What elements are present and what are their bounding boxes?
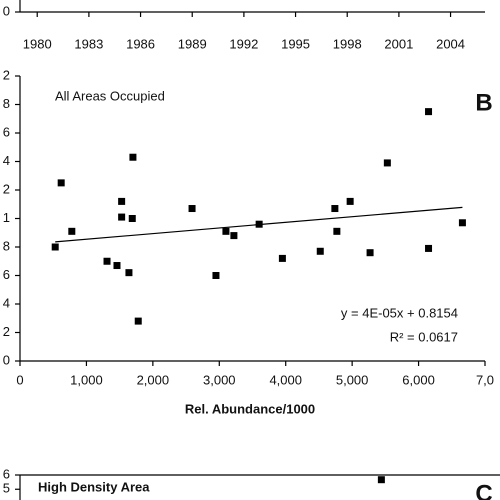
point — [331, 205, 339, 213]
x-tick-label: 2004 — [436, 36, 465, 51]
point — [255, 220, 263, 228]
point — [212, 272, 220, 279]
point — [125, 269, 133, 277]
point — [425, 244, 433, 252]
y-tick-label: 2 — [3, 67, 10, 82]
y-tick-label: 8 — [3, 96, 10, 111]
point — [103, 257, 111, 265]
x-tick-label: 6,000 — [402, 372, 435, 387]
x-tick-label: 1989 — [178, 36, 207, 51]
y-tick-label: 6 — [3, 124, 10, 139]
point — [333, 227, 341, 235]
x-axis-label: Rel. Abundance/1000 — [185, 401, 315, 416]
x-tick-label: 3,000 — [203, 372, 236, 387]
y-tick-label: 5 — [3, 481, 10, 496]
point — [383, 159, 391, 167]
panel-label: C — [475, 480, 492, 500]
y-tick-label: 6 — [3, 267, 10, 282]
x-tick-label: 7,0 — [476, 372, 494, 387]
point — [366, 249, 374, 257]
x-tick-label: 1980 — [23, 36, 52, 51]
x-tick-label: 1,000 — [70, 372, 103, 387]
point — [425, 108, 433, 116]
point — [113, 262, 121, 270]
point — [134, 317, 142, 325]
y-tick-label: 4 — [3, 295, 10, 310]
annotation: y = 4E-05x + 0.8154 — [341, 305, 458, 320]
y-tick-label: 4 — [3, 153, 10, 168]
x-tick-label: 1998 — [333, 36, 362, 51]
point — [51, 243, 59, 251]
y-tick-label: 0 — [3, 352, 10, 367]
x-tick-label: 1995 — [281, 36, 310, 51]
y-tick-label: 1 — [3, 210, 10, 225]
point — [68, 227, 76, 235]
x-tick-label: 5,000 — [336, 372, 369, 387]
y-tick-label: 2 — [3, 181, 10, 196]
point — [377, 476, 385, 484]
point — [278, 254, 286, 262]
point — [57, 179, 65, 187]
panel-label: B — [475, 89, 492, 116]
x-tick-label: 2001 — [384, 36, 413, 51]
point — [458, 219, 466, 227]
point — [222, 227, 230, 235]
x-tick-label: 1992 — [229, 36, 258, 51]
point — [346, 197, 354, 205]
y-tick-label: 8 — [3, 238, 10, 253]
panel-title: All Areas Occupied — [55, 88, 165, 103]
y-tick-label: 2 — [3, 324, 10, 339]
point — [188, 205, 196, 213]
x-tick-label: 0 — [16, 372, 23, 387]
x-tick-label: 1986 — [126, 36, 155, 51]
point — [128, 215, 136, 222]
point — [118, 197, 126, 205]
point — [118, 213, 126, 221]
panel-title: High Density Area — [38, 479, 150, 494]
y-tick-label: 0 — [3, 3, 10, 18]
x-tick-label: 4,000 — [269, 372, 302, 387]
point — [316, 247, 324, 255]
point — [230, 232, 238, 240]
y-tick-label: 6 — [3, 466, 10, 481]
x-tick-label: 1983 — [74, 36, 103, 51]
annotation: R² = 0.0617 — [390, 329, 458, 344]
point — [129, 153, 137, 161]
x-tick-label: 2,000 — [137, 372, 170, 387]
